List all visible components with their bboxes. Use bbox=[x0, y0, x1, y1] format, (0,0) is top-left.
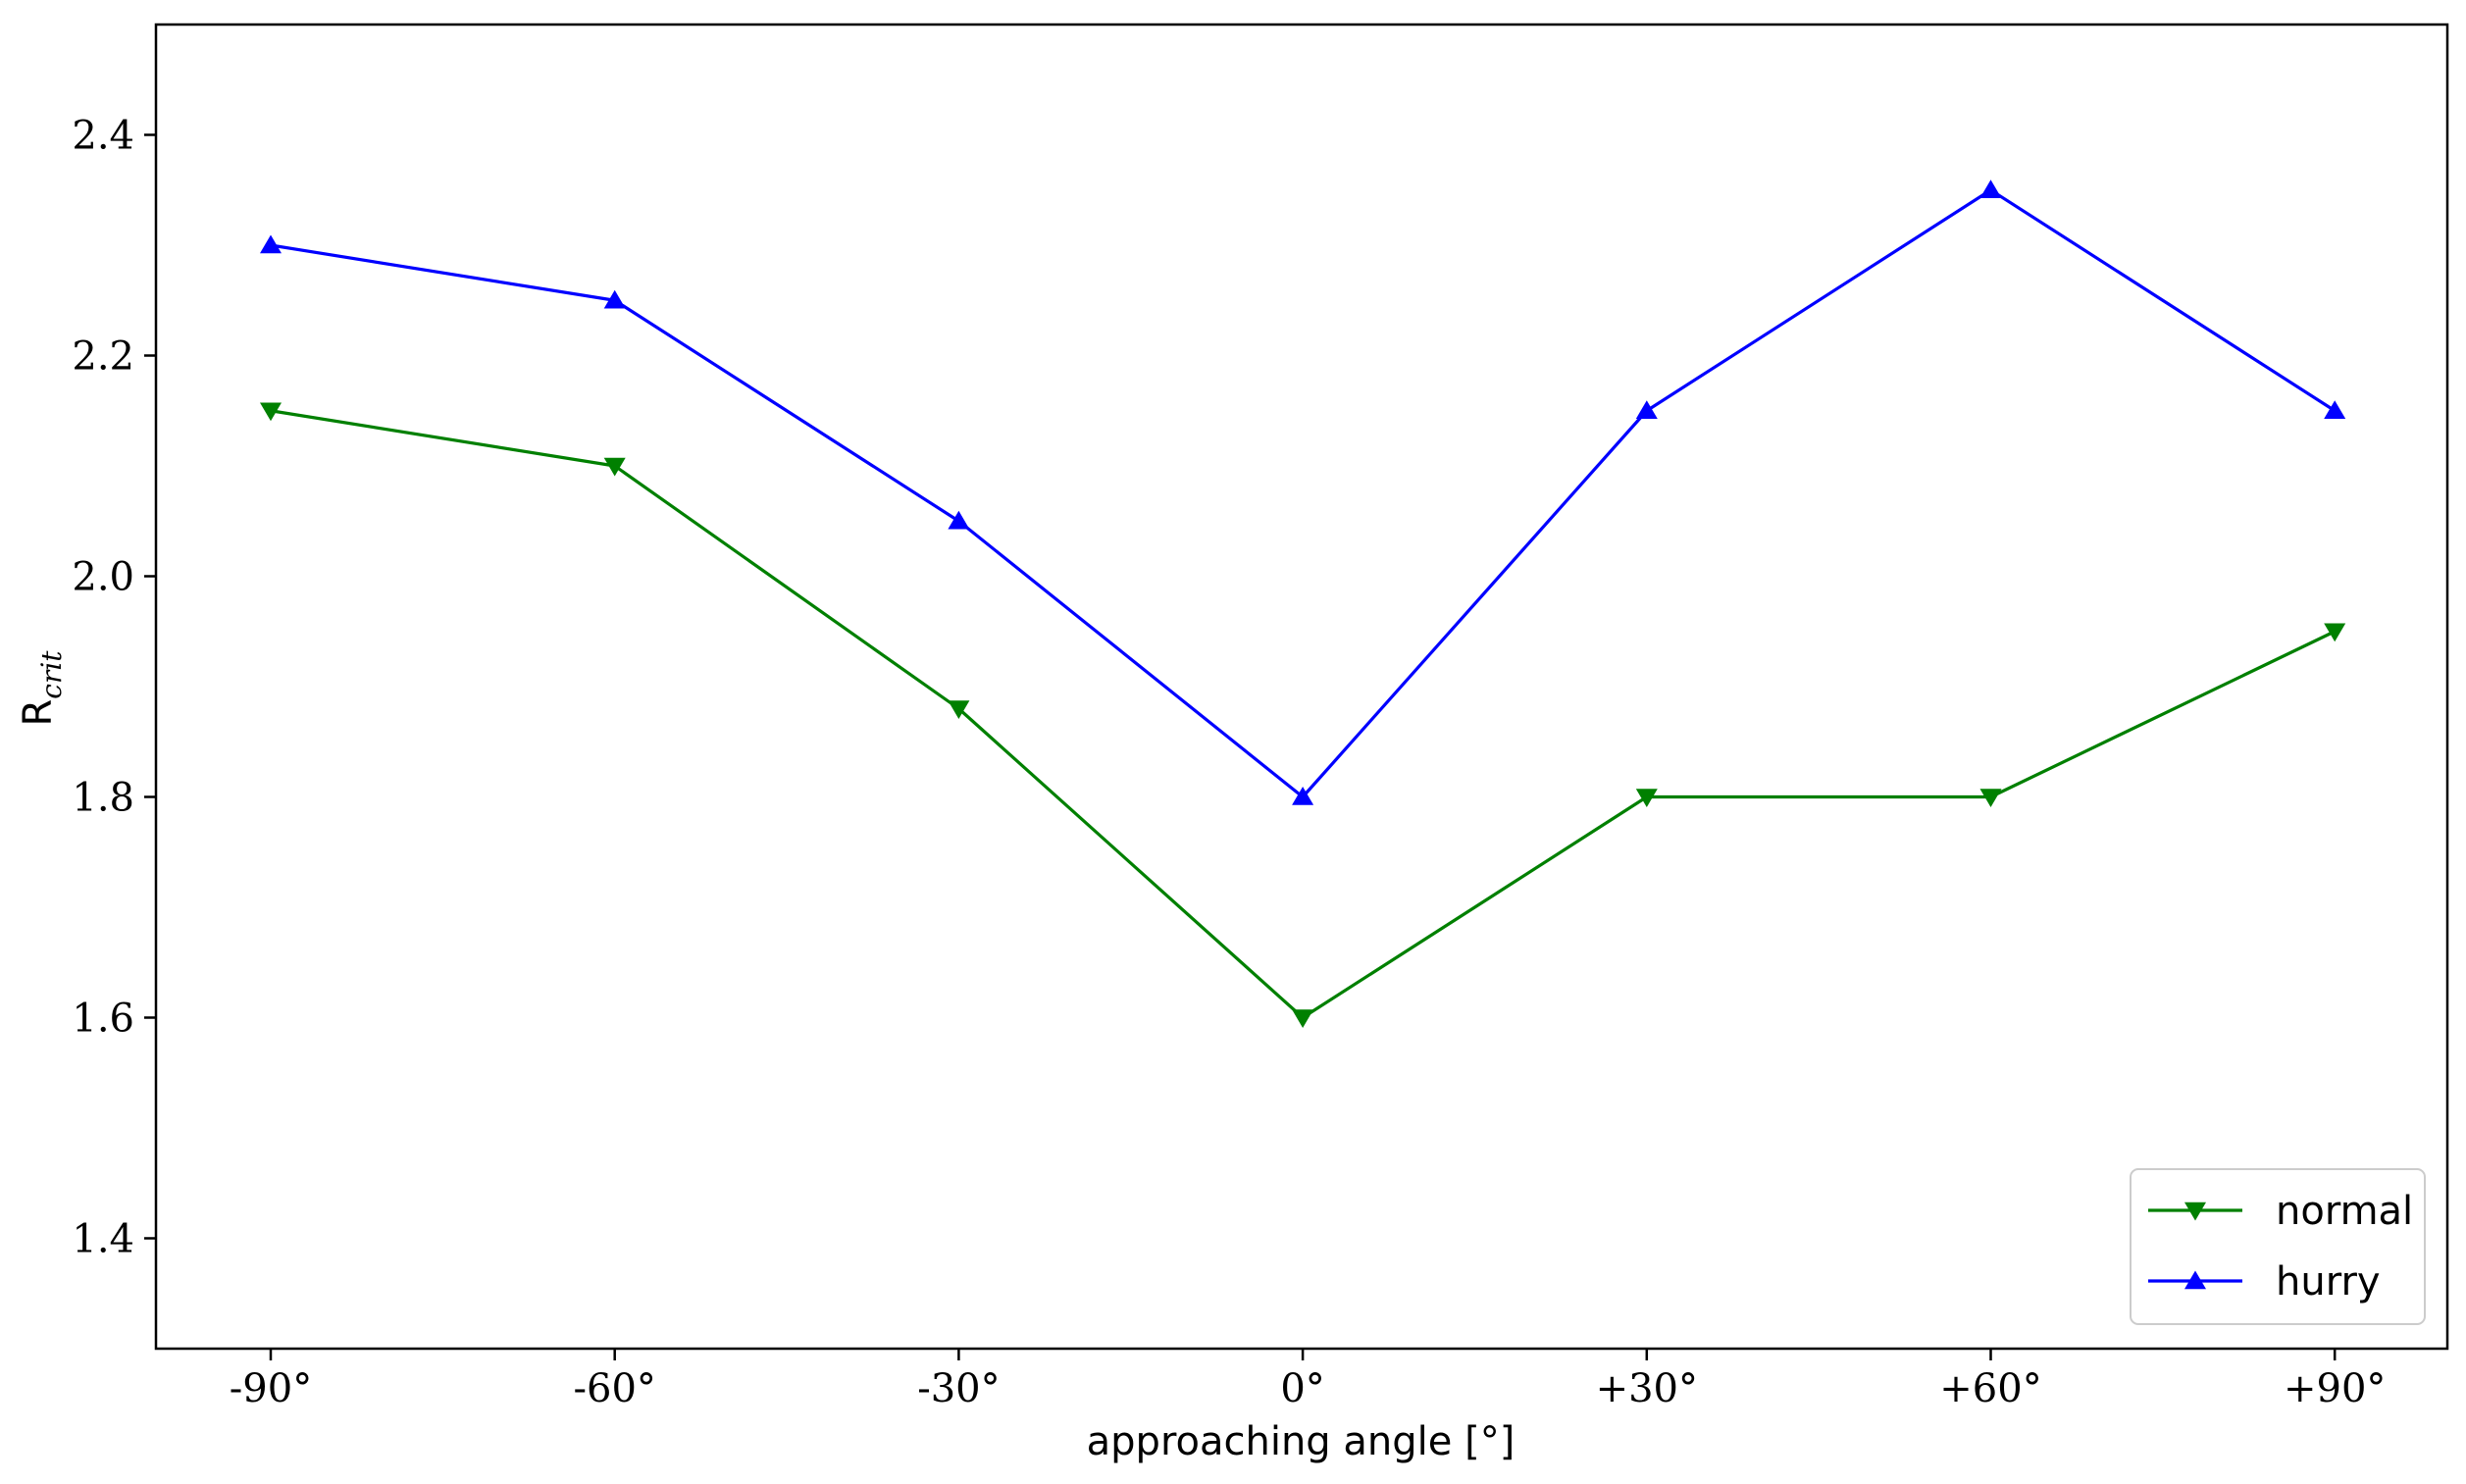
legend-entry-normal: normal bbox=[2148, 1189, 2413, 1234]
x-tick-label: -90° bbox=[230, 1366, 312, 1411]
x-axis-label: approaching angle [°] bbox=[1087, 1419, 1516, 1464]
legend-box bbox=[2130, 1168, 2426, 1325]
series-layer bbox=[260, 179, 2346, 1028]
y-tick-label: 1.8 bbox=[72, 776, 134, 821]
x-tick-label: 0° bbox=[1280, 1366, 1324, 1411]
y-tick-label: 2.0 bbox=[72, 555, 134, 600]
legend-label-hurry: hurry bbox=[2276, 1259, 2381, 1305]
data-point-normal bbox=[1979, 789, 2002, 807]
x-tick-label: -60° bbox=[573, 1366, 655, 1411]
y-axis-label-main: R bbox=[16, 699, 61, 727]
data-point-hurry bbox=[603, 289, 626, 309]
legend: normal hurry bbox=[2130, 1168, 2426, 1325]
y-tick-label: 1.4 bbox=[72, 1217, 134, 1262]
y-tick-label: 2.4 bbox=[72, 114, 134, 159]
legend-marker-hurry bbox=[2184, 1270, 2206, 1290]
data-point-normal bbox=[1635, 789, 1658, 807]
x-tick-label: +60° bbox=[1939, 1366, 2041, 1411]
data-point-normal bbox=[603, 457, 626, 477]
y-axis-label-subscript: crit bbox=[35, 650, 68, 699]
x-tick-label: -30° bbox=[917, 1366, 1000, 1411]
y-tick-label: 2.2 bbox=[72, 334, 134, 380]
plot-frame bbox=[154, 23, 2449, 1351]
y-axis-ticks: 1.4 1.6 1.8 2.0 2.2 2.4 bbox=[72, 114, 156, 1262]
series-normal bbox=[260, 402, 2346, 1028]
data-point-normal bbox=[1292, 1009, 1314, 1028]
legend-label-normal: normal bbox=[2276, 1189, 2413, 1234]
data-point-hurry bbox=[1635, 400, 1658, 419]
data-point-hurry bbox=[1979, 179, 2002, 198]
data-point-hurry bbox=[1292, 787, 1314, 805]
series-hurry bbox=[260, 179, 2346, 805]
legend-entry-hurry: hurry bbox=[2148, 1259, 2381, 1305]
data-point-normal bbox=[260, 402, 282, 422]
data-point-hurry bbox=[948, 510, 970, 530]
series-line-hurry bbox=[270, 188, 2337, 799]
x-tick-label: +90° bbox=[2284, 1366, 2386, 1411]
plot-area bbox=[154, 23, 2449, 1351]
data-point-hurry bbox=[2324, 400, 2346, 419]
data-point-normal bbox=[2324, 623, 2346, 642]
legend-marker-normal bbox=[2184, 1202, 2206, 1221]
x-axis-ticks: -90° -60° -30° 0° +30° +60° +90° bbox=[230, 1349, 2386, 1411]
x-tick-label: +30° bbox=[1596, 1366, 1698, 1411]
series-line-normal bbox=[270, 409, 2336, 1020]
data-point-hurry bbox=[260, 234, 282, 254]
data-point-normal bbox=[948, 700, 970, 719]
y-tick-label: 1.6 bbox=[72, 997, 134, 1042]
y-axis-label: Rcrit bbox=[16, 650, 68, 727]
